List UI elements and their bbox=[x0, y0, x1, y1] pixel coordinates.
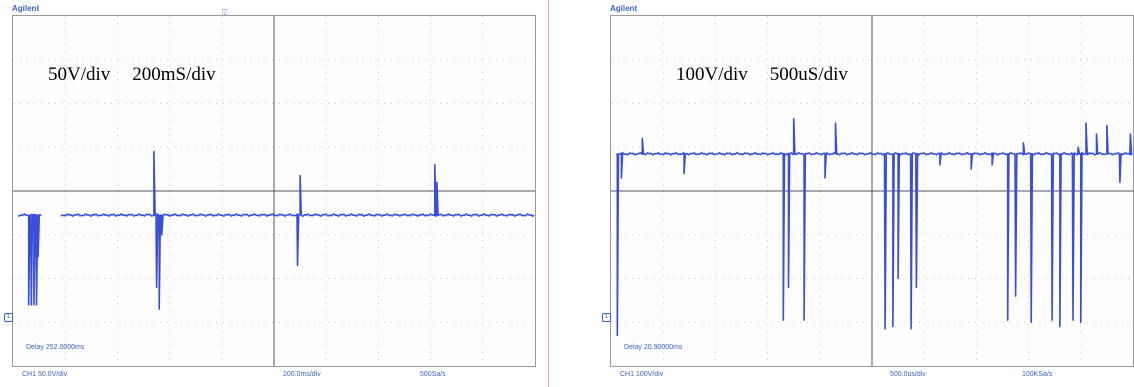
scale-annotation-2: 100V/div 500uS/div bbox=[676, 64, 848, 86]
trigger-marker-icon: ⍗ bbox=[222, 8, 228, 18]
scope-screen-2 bbox=[610, 15, 1134, 367]
channel-readout: CH1 100V/div bbox=[620, 371, 664, 378]
oscilloscope-panel-2: Agilent 1 100V/div 500uS/div Delay 20.900… bbox=[598, 0, 1134, 387]
delay-readout: Delay 252.0000ms bbox=[26, 344, 85, 351]
brand-label: Agilent bbox=[610, 4, 638, 13]
ground-marker-icon: 1 bbox=[4, 313, 13, 322]
oscilloscope-panel-1: Agilent ⍗ 1 50V/div 200mS/div Delay 252.0… bbox=[0, 0, 548, 387]
scale-annotation-1: 50V/div 200mS/div bbox=[48, 64, 216, 86]
waveform-trace bbox=[615, 118, 1133, 337]
sample-rate-readout: 100KSa/s bbox=[1022, 371, 1053, 378]
timebase-readout: 200.0ms/div bbox=[283, 371, 321, 378]
delay-readout: Delay 20.90000ms bbox=[624, 344, 683, 351]
panel-divider bbox=[548, 0, 549, 387]
volts-per-div-label: 100V/div bbox=[676, 64, 748, 85]
ground-marker-icon: 1 bbox=[602, 313, 611, 322]
waveform-plot-2 bbox=[611, 16, 1133, 366]
scope-screen-1 bbox=[12, 15, 536, 367]
volts-per-div-label: 50V/div bbox=[48, 64, 111, 85]
sample-rate-readout: 500Sa/s bbox=[420, 371, 446, 378]
waveform-trace bbox=[17, 150, 535, 310]
waveform-plot-1 bbox=[13, 16, 535, 366]
channel-readout: CH1 50.0V/div bbox=[22, 371, 68, 378]
timebase-readout: 500.0us/div bbox=[890, 371, 926, 378]
brand-label: Agilent bbox=[12, 4, 40, 13]
time-per-div-label: 200mS/div bbox=[132, 64, 216, 85]
time-per-div-label: 500uS/div bbox=[769, 64, 848, 85]
